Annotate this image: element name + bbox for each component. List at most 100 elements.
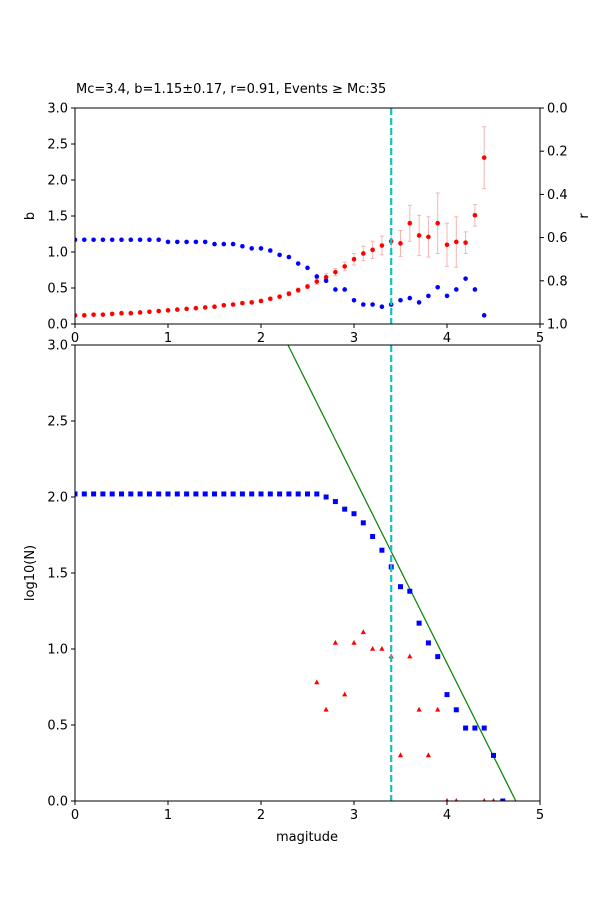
point (463, 240, 468, 245)
point (342, 506, 348, 512)
point (91, 491, 97, 497)
point (258, 298, 264, 304)
point (407, 220, 413, 226)
point (472, 212, 478, 218)
x-tick-label: 5 (536, 331, 544, 346)
point (147, 309, 152, 315)
point (175, 307, 180, 312)
point (109, 491, 115, 497)
point (128, 491, 134, 497)
point (416, 620, 422, 626)
point (379, 547, 385, 553)
point (221, 491, 227, 497)
y-tick-label: 0.5 (47, 719, 68, 734)
point (100, 491, 106, 497)
point (119, 237, 124, 243)
point (277, 252, 282, 258)
point (333, 269, 338, 275)
y-tick-label: 1.0 (47, 643, 68, 658)
point (416, 233, 422, 238)
point (444, 242, 450, 248)
point (146, 491, 152, 497)
point (268, 296, 273, 302)
point (323, 278, 329, 284)
point (221, 241, 227, 247)
y2-tick-label: 1.0 (547, 318, 568, 333)
point (435, 220, 441, 226)
y-tick-label: 0.0 (47, 318, 68, 333)
point (240, 243, 245, 249)
point (314, 279, 320, 284)
point (454, 239, 459, 245)
point (435, 654, 441, 660)
point (500, 798, 506, 801)
point (258, 491, 264, 497)
point (165, 491, 171, 497)
point (425, 640, 431, 646)
point (314, 274, 320, 279)
x-tick-label: 1 (164, 331, 172, 346)
point (249, 491, 255, 497)
point (91, 312, 96, 317)
point (221, 302, 227, 308)
point (128, 237, 134, 243)
y2-tick-label: 0.0 (547, 102, 568, 117)
point (370, 646, 376, 651)
point (268, 248, 273, 253)
point (323, 706, 329, 712)
point (75, 491, 78, 497)
x-tick-label: 2 (257, 331, 265, 346)
point (360, 520, 366, 526)
point (230, 491, 236, 497)
point (445, 798, 449, 801)
point (174, 491, 180, 497)
point (258, 246, 264, 251)
point (435, 706, 441, 712)
point (81, 491, 87, 497)
point (193, 239, 199, 245)
point (323, 494, 329, 500)
point (212, 241, 217, 247)
point (119, 491, 124, 497)
y-tick-label: 1.5 (47, 210, 68, 225)
x-axis-label: magitude (276, 830, 338, 845)
point (295, 491, 301, 497)
point (463, 276, 468, 281)
point (156, 237, 161, 243)
point (397, 752, 404, 758)
point (323, 274, 329, 280)
point (481, 155, 487, 160)
point (342, 287, 348, 292)
x-tick-label: 2 (257, 808, 265, 823)
point (491, 798, 496, 801)
point (305, 265, 310, 271)
point (305, 491, 310, 497)
point (137, 491, 143, 497)
point (137, 237, 143, 243)
point (351, 256, 357, 262)
plot-area (75, 126, 487, 318)
point (370, 247, 375, 253)
point (147, 237, 152, 243)
point (184, 239, 189, 245)
point (202, 491, 208, 497)
y2-tick-label: 0.8 (547, 274, 568, 289)
point (91, 237, 96, 243)
point (286, 491, 292, 497)
y-axis-label: log10(N) (23, 545, 38, 601)
point (333, 287, 338, 292)
y-tick-label: 3.0 (47, 339, 68, 354)
point (295, 287, 301, 293)
x-tick-label: 4 (443, 331, 451, 346)
point (454, 287, 459, 292)
point (240, 300, 245, 306)
point (277, 491, 283, 497)
point (342, 691, 348, 697)
point (82, 237, 87, 243)
point (454, 798, 458, 801)
y-tick-label: 2.5 (47, 138, 68, 153)
x-tick-label: 5 (536, 808, 544, 823)
point (379, 646, 385, 651)
point (426, 293, 431, 299)
